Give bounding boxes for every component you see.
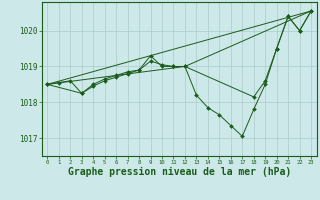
X-axis label: Graphe pression niveau de la mer (hPa): Graphe pression niveau de la mer (hPa) — [68, 167, 291, 177]
